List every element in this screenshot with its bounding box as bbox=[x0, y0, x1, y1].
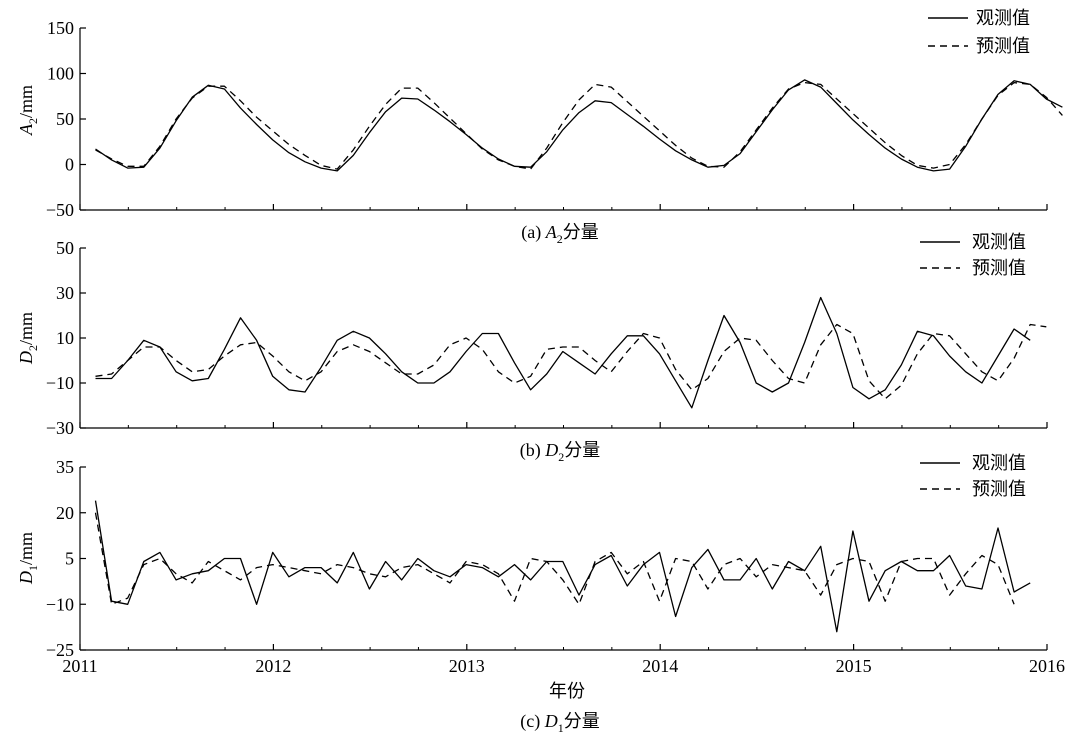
panel-a-ylabel: A2/mm bbox=[16, 85, 40, 136]
panel-b: −30 −10 10 30 50 观测值 预测值 D2/mm (b) D2分量 bbox=[16, 232, 1048, 464]
panel-c-ylabel: D1/mm bbox=[16, 532, 40, 585]
y-tick-label: −25 bbox=[46, 640, 74, 660]
panel-c-xticks: 2011 2012 2013 2014 2015 2016 bbox=[62, 644, 1065, 676]
legend-observed-label: 观测值 bbox=[972, 232, 1026, 252]
panel-b-ylabel: D2/mm bbox=[16, 312, 40, 365]
x-axis-label: 年份 bbox=[549, 681, 585, 701]
y-tick-label: 50 bbox=[56, 238, 74, 258]
panel-c-series bbox=[94, 500, 1031, 633]
y-tick-label: −10 bbox=[46, 594, 74, 614]
panel-b-xticks bbox=[79, 422, 1048, 428]
legend-observed-label: 观测值 bbox=[976, 8, 1030, 28]
panel-b-series bbox=[95, 296, 1047, 409]
y-tick-label: 20 bbox=[56, 503, 74, 523]
panel-a-series bbox=[95, 79, 1063, 172]
legend-predicted-label: 预测值 bbox=[972, 258, 1026, 278]
y-tick-label: −30 bbox=[46, 418, 74, 438]
y-tick-label: 35 bbox=[56, 457, 74, 477]
panel-a-legend: 观测值 预测值 bbox=[928, 8, 1030, 56]
x-tick-label: 2016 bbox=[1029, 656, 1065, 676]
x-tick-label: 2015 bbox=[836, 656, 872, 676]
panel-a-axes bbox=[79, 28, 1047, 211]
y-tick-label: −10 bbox=[46, 373, 74, 393]
legend-predicted-label: 预测值 bbox=[972, 479, 1026, 499]
panel-a-xticks bbox=[79, 204, 1048, 210]
series-observed-line bbox=[94, 500, 1031, 633]
series-predicted-line bbox=[94, 512, 1015, 605]
y-tick-label: −50 bbox=[46, 200, 74, 220]
y-tick-label: 30 bbox=[56, 283, 74, 303]
panel-a: −50 0 50 100 150 观测值 预测值 A2/mm (a) A2分量 bbox=[16, 8, 1063, 246]
panel-c-caption: (c) D1分量 bbox=[520, 711, 599, 734]
panel-c-legend: 观测值 预测值 bbox=[920, 453, 1026, 499]
series-observed-line bbox=[95, 79, 1063, 172]
y-tick-label: 10 bbox=[56, 328, 74, 348]
y-tick-label: 150 bbox=[47, 18, 74, 38]
panel-b-yticks: −30 −10 10 30 50 bbox=[46, 238, 86, 438]
legend-observed-label: 观测值 bbox=[972, 453, 1026, 473]
y-tick-label: 0 bbox=[65, 155, 74, 175]
y-tick-label: 50 bbox=[56, 109, 74, 129]
panel-b-axes bbox=[79, 248, 1047, 429]
series-predicted-line bbox=[95, 323, 1047, 400]
x-tick-label: 2013 bbox=[449, 656, 485, 676]
x-tick-label: 2012 bbox=[255, 656, 291, 676]
panel-a-yticks: −50 0 50 100 150 bbox=[46, 18, 86, 220]
panel-c-yticks: −25 −10 5 20 35 bbox=[46, 457, 86, 660]
series-observed-line bbox=[95, 296, 1031, 409]
y-tick-label: 100 bbox=[47, 64, 74, 84]
series-predicted-line bbox=[95, 81, 1063, 170]
panel-b-legend: 观测值 预测值 bbox=[920, 232, 1026, 278]
x-tick-label: 2011 bbox=[62, 656, 97, 676]
panel-b-caption: (b) D2分量 bbox=[520, 440, 601, 464]
panel-c: −25 −10 5 20 35 2011 2012 2013 2014 2015 2016 观测值… bbox=[16, 453, 1065, 734]
y-tick-label: 5 bbox=[65, 549, 74, 569]
legend-predicted-label: 预测值 bbox=[976, 36, 1030, 56]
panel-a-caption: (a) A2分量 bbox=[521, 222, 598, 246]
x-tick-label: 2014 bbox=[642, 656, 678, 676]
